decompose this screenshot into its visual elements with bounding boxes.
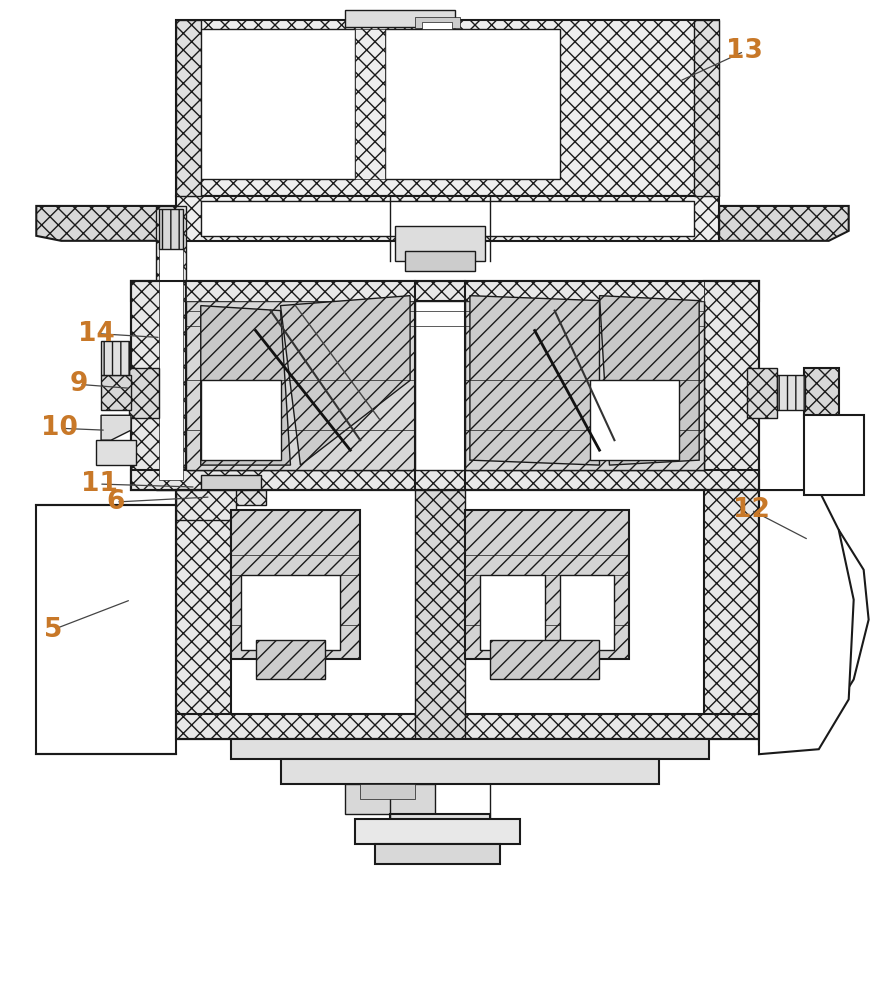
- Bar: [36, 505, 176, 754]
- Bar: [101, 341, 129, 375]
- Bar: [395, 226, 485, 261]
- Bar: [129, 368, 159, 418]
- Bar: [414, 17, 459, 28]
- Bar: [255, 640, 325, 679]
- Polygon shape: [470, 296, 599, 465]
- Bar: [746, 368, 776, 418]
- Bar: [241, 575, 340, 650]
- Text: 6: 6: [107, 489, 125, 515]
- Bar: [185, 301, 414, 470]
- Bar: [464, 301, 703, 470]
- Bar: [559, 575, 614, 650]
- Bar: [131, 470, 758, 490]
- Polygon shape: [758, 490, 867, 744]
- Bar: [802, 415, 863, 495]
- Bar: [196, 490, 265, 505]
- Polygon shape: [36, 206, 176, 241]
- Text: 11: 11: [81, 471, 118, 497]
- Text: 5: 5: [44, 617, 62, 643]
- Bar: [176, 196, 718, 241]
- Bar: [230, 739, 709, 759]
- Bar: [131, 281, 185, 490]
- Text: 14: 14: [77, 321, 114, 347]
- Bar: [96, 440, 136, 465]
- Bar: [464, 281, 703, 301]
- Bar: [464, 510, 629, 659]
- Polygon shape: [101, 415, 131, 440]
- Polygon shape: [599, 296, 698, 465]
- Polygon shape: [280, 296, 410, 465]
- Text: 9: 9: [70, 371, 88, 397]
- Bar: [176, 490, 758, 739]
- Bar: [694, 20, 718, 196]
- Bar: [159, 209, 183, 249]
- Bar: [185, 301, 703, 470]
- Polygon shape: [200, 306, 290, 465]
- Polygon shape: [718, 206, 848, 241]
- Bar: [414, 490, 464, 739]
- Bar: [159, 211, 183, 480]
- Bar: [703, 490, 758, 739]
- Bar: [131, 281, 758, 301]
- Bar: [176, 490, 230, 739]
- Bar: [355, 29, 385, 179]
- Bar: [489, 640, 599, 679]
- Bar: [230, 510, 360, 659]
- Bar: [181, 29, 355, 179]
- Bar: [200, 380, 280, 460]
- Bar: [185, 281, 414, 301]
- Bar: [703, 281, 758, 490]
- Bar: [345, 10, 455, 27]
- Bar: [360, 784, 414, 799]
- Bar: [421, 22, 451, 29]
- Bar: [101, 375, 131, 410]
- Bar: [280, 759, 658, 784]
- Bar: [200, 475, 260, 495]
- Bar: [200, 201, 694, 236]
- Bar: [405, 251, 474, 271]
- Text: 10: 10: [40, 415, 77, 441]
- Bar: [375, 844, 500, 864]
- Bar: [176, 20, 200, 196]
- Bar: [176, 714, 758, 739]
- Text: 13: 13: [724, 38, 761, 64]
- Bar: [589, 380, 679, 460]
- Bar: [776, 375, 804, 410]
- Bar: [385, 29, 559, 179]
- Polygon shape: [758, 490, 853, 754]
- Bar: [802, 368, 838, 418]
- Bar: [479, 575, 544, 650]
- Bar: [176, 20, 718, 196]
- Text: 12: 12: [731, 497, 768, 523]
- Bar: [176, 490, 235, 520]
- Bar: [155, 206, 185, 490]
- Bar: [345, 784, 435, 814]
- Bar: [131, 281, 758, 490]
- Bar: [390, 814, 489, 834]
- Bar: [355, 819, 519, 844]
